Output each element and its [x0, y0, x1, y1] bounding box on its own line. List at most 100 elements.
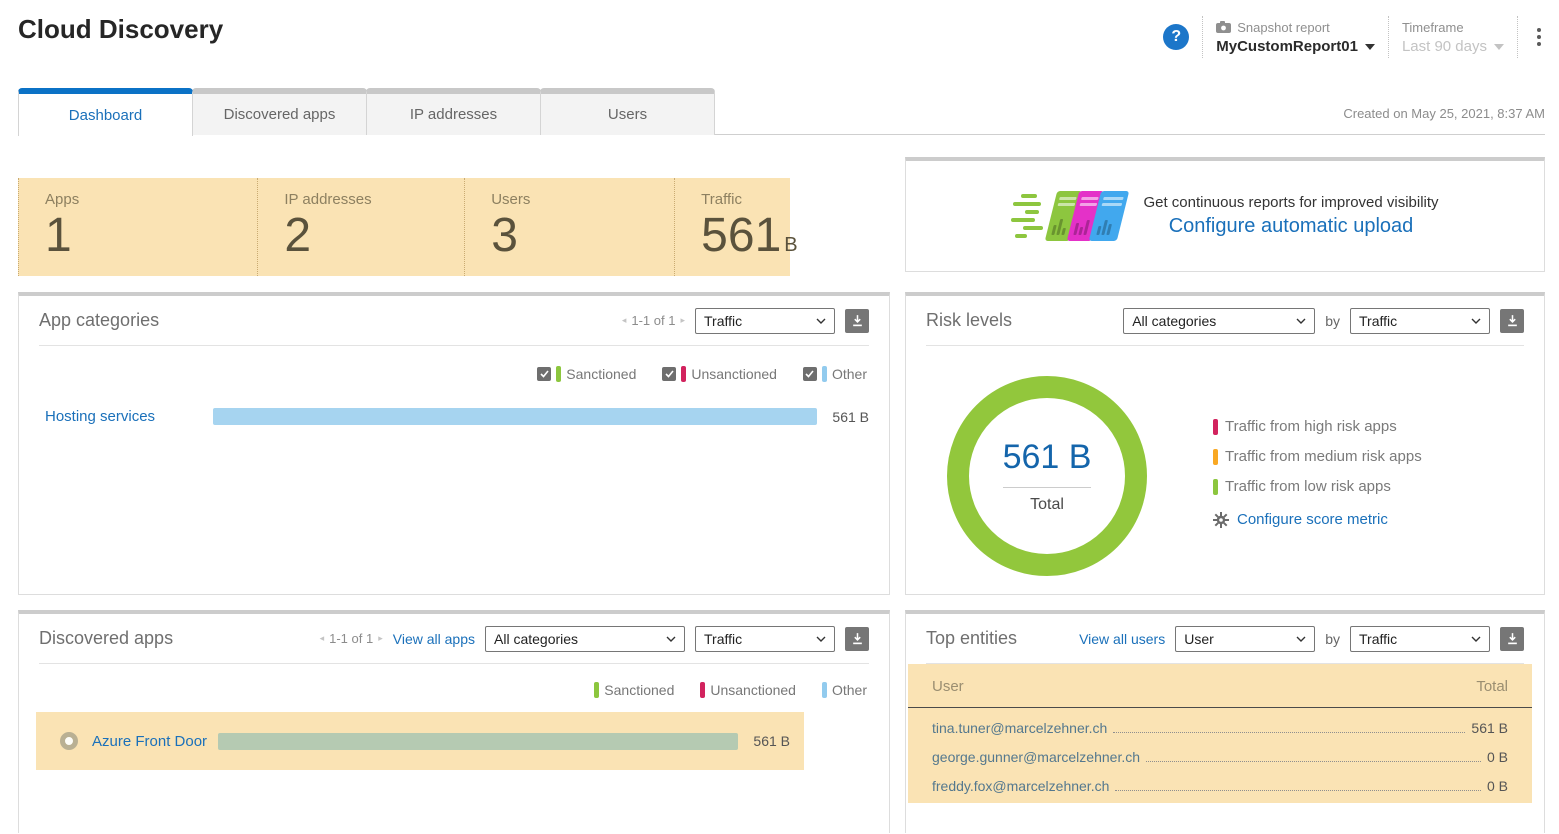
legend-item-sanctioned: Sanctioned [537, 366, 636, 382]
by-label: by [1325, 631, 1340, 647]
summary-value: 561B [701, 208, 797, 263]
table-row: tina.tuner@marcelzehner.ch 561 B [908, 708, 1532, 737]
divider [1202, 16, 1203, 58]
chevron-down-icon [1296, 636, 1306, 642]
category-link[interactable]: Hosting services [45, 408, 213, 425]
chevron-down-icon [1296, 318, 1306, 324]
app-categories-title: App categories [39, 310, 159, 331]
category-bar-row: Hosting services 561 B [19, 408, 889, 425]
other-checkbox[interactable] [803, 367, 817, 381]
summary-bar: Apps 1 IP addresses 2 Users 3 Traffic 56… [18, 178, 790, 276]
tab-ip-addresses[interactable]: IP addresses [366, 88, 541, 135]
legend: Sanctioned Unsanctioned Other [19, 664, 889, 698]
timeframe-block: Timeframe Last 90 days [1402, 20, 1504, 55]
traffic-bar [218, 733, 738, 750]
snapshot-report-select[interactable]: MyCustomReport01 [1216, 38, 1375, 55]
export-button[interactable] [1500, 309, 1524, 333]
bar-value: 561 B [738, 733, 790, 749]
page-prev-icon[interactable]: ◂ [320, 633, 325, 644]
tab-users[interactable]: Users [540, 88, 715, 135]
row-value: 0 B [1487, 749, 1508, 765]
app-logo-icon [60, 732, 78, 750]
app-categories-panel: App categories ◂ 1-1 of 1 ▸ Traffic Sanc… [18, 292, 890, 595]
export-button[interactable] [845, 627, 869, 651]
legend-swatch [556, 366, 561, 382]
timeframe-select[interactable]: Last 90 days [1402, 38, 1504, 55]
category-select[interactable]: All categories [485, 626, 685, 652]
view-all-users-link[interactable]: View all users [1079, 631, 1165, 647]
dot-leader [1115, 790, 1481, 791]
top-entities-title: Top entities [926, 628, 1017, 649]
page-next-icon[interactable]: ▸ [378, 633, 383, 644]
donut-total-label: Total [1030, 496, 1064, 514]
summary-card-ip-addresses: IP addresses 2 [257, 178, 464, 276]
bar-track [218, 733, 738, 750]
discovered-apps-panel: Discovered apps ◂ 1-1 of 1 ▸ View all ap… [18, 610, 890, 833]
unsanctioned-checkbox[interactable] [662, 367, 676, 381]
help-icon[interactable]: ? [1163, 24, 1189, 50]
app-link[interactable]: Azure Front Door [92, 733, 218, 750]
legend: Sanctioned Unsanctioned Other [19, 346, 889, 382]
timeframe-label: Timeframe [1402, 20, 1464, 35]
legend-swatch [1213, 449, 1218, 465]
metric-select[interactable]: Traffic [1350, 626, 1490, 652]
dot-leader [1113, 732, 1465, 733]
divider [1388, 16, 1389, 58]
page-prev-icon[interactable]: ◂ [622, 315, 627, 326]
entity-select[interactable]: User [1175, 626, 1315, 652]
download-icon [851, 632, 864, 645]
metric-select[interactable]: Traffic [1350, 308, 1490, 334]
export-button[interactable] [1500, 627, 1524, 651]
legend-swatch [594, 682, 599, 698]
sanctioned-checkbox[interactable] [537, 367, 551, 381]
risk-levels-panel: Risk levels All categories by Traffic 56… [905, 292, 1545, 595]
user-link[interactable]: freddy.fox@marcelzehner.ch [932, 778, 1109, 794]
summary-value: 1 [45, 208, 257, 263]
bar-track [213, 408, 817, 425]
page-title: Cloud Discovery [18, 14, 223, 45]
summary-label: Users [491, 191, 674, 208]
chevron-down-icon [1471, 636, 1481, 642]
chevron-down-icon [816, 636, 826, 642]
table-row: freddy.fox@marcelzehner.ch 0 B [908, 766, 1532, 795]
traffic-bar [213, 408, 817, 425]
user-link[interactable]: tina.tuner@marcelzehner.ch [932, 720, 1107, 736]
summary-value: 2 [284, 208, 464, 263]
legend-item-other: Other [822, 682, 867, 698]
configure-score-metric-link[interactable]: Configure score metric [1237, 511, 1388, 528]
user-link[interactable]: george.gunner@marcelzehner.ch [932, 749, 1140, 765]
tab-bar: Dashboard Discovered apps IP addresses U… [18, 88, 715, 136]
chevron-down-icon [816, 318, 826, 324]
legend-swatch [700, 682, 705, 698]
page-next-icon[interactable]: ▸ [680, 315, 685, 326]
gear-icon [1213, 512, 1229, 528]
table-header: User Total [908, 664, 1532, 708]
summary-value: 3 [491, 208, 674, 263]
configure-automatic-upload-link[interactable]: Configure automatic upload [1169, 215, 1414, 237]
tab-discovered-apps[interactable]: Discovered apps [192, 88, 367, 135]
camera-icon [1216, 21, 1231, 33]
metric-select[interactable]: Traffic [695, 626, 835, 652]
more-options-icon[interactable] [1531, 24, 1547, 50]
divider [1517, 16, 1518, 58]
legend-item-other: Other [803, 366, 867, 382]
metric-select[interactable]: Traffic [695, 308, 835, 334]
row-value: 561 B [1471, 720, 1508, 736]
summary-label: Traffic [701, 191, 797, 208]
pagination: ◂ 1-1 of 1 ▸ [320, 631, 383, 646]
download-icon [1506, 314, 1519, 327]
export-button[interactable] [845, 309, 869, 333]
snapshot-report-label: Snapshot report [1237, 20, 1330, 35]
chevron-down-icon [666, 636, 676, 642]
view-all-apps-link[interactable]: View all apps [393, 631, 475, 647]
legend-item-sanctioned: Sanctioned [594, 682, 674, 698]
tab-dashboard[interactable]: Dashboard [18, 88, 193, 136]
legend-item-low-risk: Traffic from low risk apps [1213, 478, 1422, 495]
category-select[interactable]: All categories [1123, 308, 1315, 334]
by-label: by [1325, 313, 1340, 329]
column-user: User [932, 678, 964, 695]
legend-swatch [681, 366, 686, 382]
legend-swatch [822, 682, 827, 698]
donut-total-value: 561 B [1003, 438, 1092, 477]
chevron-down-icon [1471, 318, 1481, 324]
